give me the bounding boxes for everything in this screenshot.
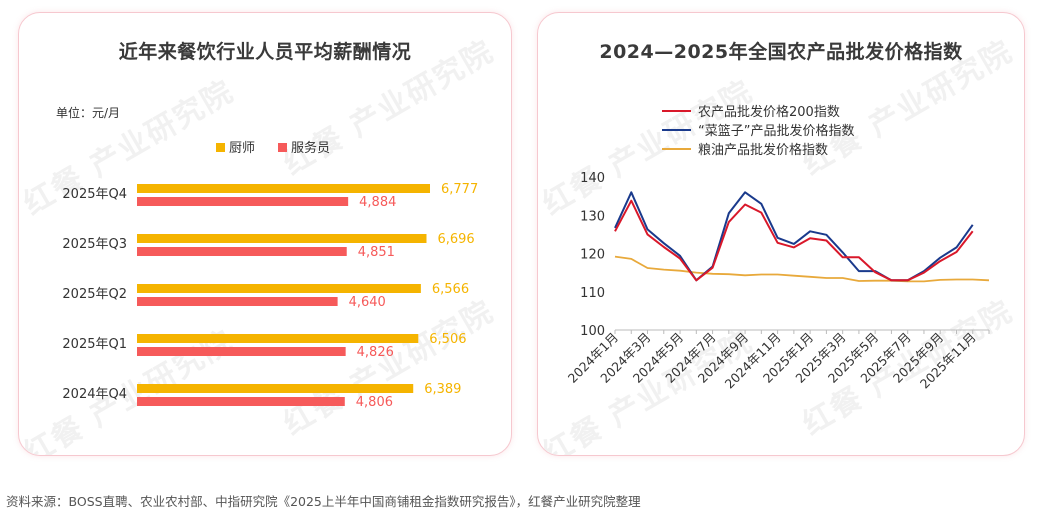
y-tick-label: 110 bbox=[580, 286, 605, 301]
legend-label: “菜篮子”产品批发价格指数 bbox=[698, 123, 854, 139]
legend-label: 粮油产品批发价格指数 bbox=[698, 142, 828, 158]
salary-chart-title: 近年来餐饮行业人员平均薪酬情况 bbox=[118, 41, 412, 63]
salary-chart-card: 红餐 产业研究院 红餐 产业研究院 红餐 产业研究院 红餐 产业研究院 近年来餐… bbox=[18, 12, 512, 456]
price-index-chart-title: 2024—2025年全国农产品批发价格指数 bbox=[599, 41, 963, 63]
data-label: 6,696 bbox=[437, 232, 474, 247]
price-index-chart-card: 红餐 产业研究院 红餐 产业研究院 红餐 产业研究院 红餐 产业研究院 2024… bbox=[537, 12, 1025, 456]
data-label: 6,506 bbox=[429, 332, 466, 347]
data-label: 4,806 bbox=[356, 395, 393, 410]
data-label: 4,884 bbox=[359, 195, 396, 210]
category-label: 2025年Q1 bbox=[62, 337, 127, 352]
salary-bar-chart: 厨师 服务员 2025年Q4 6,777 4,884 2025年Q3 6,696 4,851 2… bbox=[62, 140, 478, 410]
category-label: 2025年Q2 bbox=[62, 287, 127, 302]
chef-bar bbox=[137, 334, 419, 343]
data-label: 6,389 bbox=[424, 382, 461, 397]
legend-label: 服务员 bbox=[291, 140, 330, 156]
legend-label: 农产品批发价格200指数 bbox=[698, 104, 840, 120]
waiter-bar bbox=[137, 397, 345, 406]
data-label: 4,640 bbox=[349, 295, 386, 310]
chef-bar bbox=[137, 184, 430, 193]
y-tick-label: 100 bbox=[580, 324, 605, 339]
source-note: 资料来源：BOSS直聘、农业农村部、中指研究院《2025上半年中国商铺租金指数研… bbox=[6, 494, 641, 509]
y-tick-label: 140 bbox=[580, 171, 605, 186]
legend-label: 厨师 bbox=[229, 141, 255, 156]
series-line bbox=[614, 199, 974, 282]
waiter-bar bbox=[137, 347, 346, 356]
data-label: 4,851 bbox=[358, 245, 395, 260]
category-label: 2024年Q4 bbox=[62, 387, 127, 402]
waiter-bar bbox=[137, 197, 349, 206]
data-label: 6,777 bbox=[441, 182, 478, 197]
chef-bar bbox=[137, 384, 414, 393]
legend-swatch bbox=[278, 143, 287, 152]
legend-swatch bbox=[216, 143, 225, 152]
y-tick-label: 120 bbox=[580, 248, 605, 263]
data-label: 6,566 bbox=[432, 282, 469, 297]
category-label: 2025年Q4 bbox=[62, 187, 127, 202]
y-tick-label: 130 bbox=[580, 209, 605, 224]
chef-bar bbox=[137, 284, 421, 293]
category-label: 2025年Q3 bbox=[62, 237, 127, 252]
chef-bar bbox=[137, 234, 427, 243]
data-label: 4,826 bbox=[357, 345, 394, 360]
salary-unit-label: 单位：元/月 bbox=[56, 106, 121, 120]
series-line bbox=[614, 255, 990, 283]
series-line bbox=[614, 191, 974, 282]
waiter-bar bbox=[137, 247, 347, 256]
waiter-bar bbox=[137, 297, 338, 306]
